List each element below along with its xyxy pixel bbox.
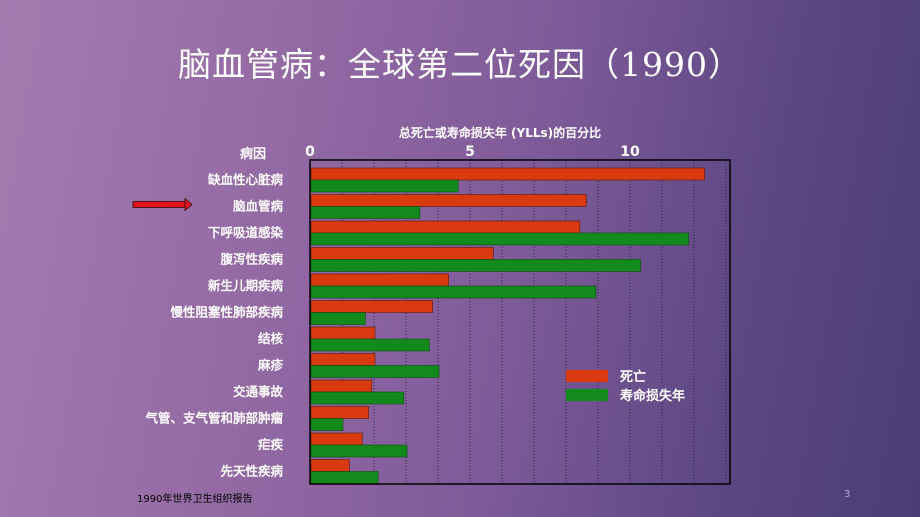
bar-yll — [310, 285, 597, 299]
bar-yll — [310, 338, 430, 352]
slide-title: 脑血管病：全球第二位死因（1990） — [178, 45, 742, 84]
bar-yll — [310, 259, 641, 272]
bars — [310, 167, 705, 484]
category-label: 麻疹 — [257, 358, 284, 373]
bar-death — [310, 353, 376, 366]
bar-yll — [310, 312, 366, 325]
bar-yll — [310, 418, 344, 431]
category-label: 结核 — [258, 331, 284, 346]
bar-death — [310, 194, 587, 207]
bar-yll — [310, 365, 440, 378]
arrow-head — [184, 197, 193, 212]
grid-lines — [341, 160, 727, 484]
legend-label: 死亡 — [620, 369, 646, 385]
bar-death — [310, 459, 350, 472]
plot-frame — [309, 159, 731, 485]
category-label: 先天性疾病 — [220, 464, 283, 479]
chart-title: 总死亡或寿命损失年 (YLLs)的百分比 — [398, 126, 602, 140]
category-header: 病因 — [239, 147, 266, 162]
category-label: 慢性阻塞性肺部疾病 — [170, 305, 283, 320]
bar-death — [310, 273, 449, 287]
bar-yll — [310, 391, 405, 405]
highlight-arrow-icon — [132, 197, 193, 212]
bar-yll — [310, 471, 379, 484]
bar-death — [310, 379, 373, 393]
x-tick-label: 10 — [620, 144, 640, 160]
bar-death — [310, 300, 433, 313]
legend-label: 寿命损失年 — [620, 388, 685, 404]
bar-death — [310, 406, 369, 419]
category-label: 缺血性心脏病 — [208, 172, 284, 187]
bar-yll — [310, 206, 421, 219]
bar-death — [310, 432, 363, 446]
category-label: 气管、支气管和肺部肿瘤 — [144, 411, 283, 426]
category-label: 新生儿期疾病 — [208, 278, 284, 293]
category-label: 交通事故 — [233, 384, 284, 399]
category-label: 下呼吸道感染 — [208, 225, 284, 240]
x-tick-labels: 0 5 10 — [305, 144, 640, 160]
category-label: 腹泻性疾病 — [220, 252, 283, 267]
category-label: 疟疾 — [258, 437, 284, 452]
category-labels: 缺血性心脏病脑血管病下呼吸道感染腹泻性疾病新生儿期疾病慢性阻塞性肺部疾病结核麻疹… — [144, 172, 283, 479]
bar-death — [310, 247, 494, 260]
bar-yll — [310, 179, 459, 193]
source-note: 1990年世界卫生组织报告 — [137, 494, 253, 505]
bar-yll — [310, 444, 408, 458]
legend-swatch-death — [566, 370, 608, 382]
category-label: 脑血管病 — [232, 199, 284, 214]
bar-yll — [310, 232, 689, 246]
legend-swatch-yll — [566, 389, 608, 401]
x-tick-label: 5 — [465, 144, 475, 160]
bar-death — [310, 220, 581, 234]
x-tick-label: 0 — [305, 144, 315, 160]
bar-death — [310, 326, 376, 340]
page-number: 3 — [844, 489, 851, 500]
bar-death — [310, 167, 705, 181]
arrow-shaft — [132, 201, 186, 208]
